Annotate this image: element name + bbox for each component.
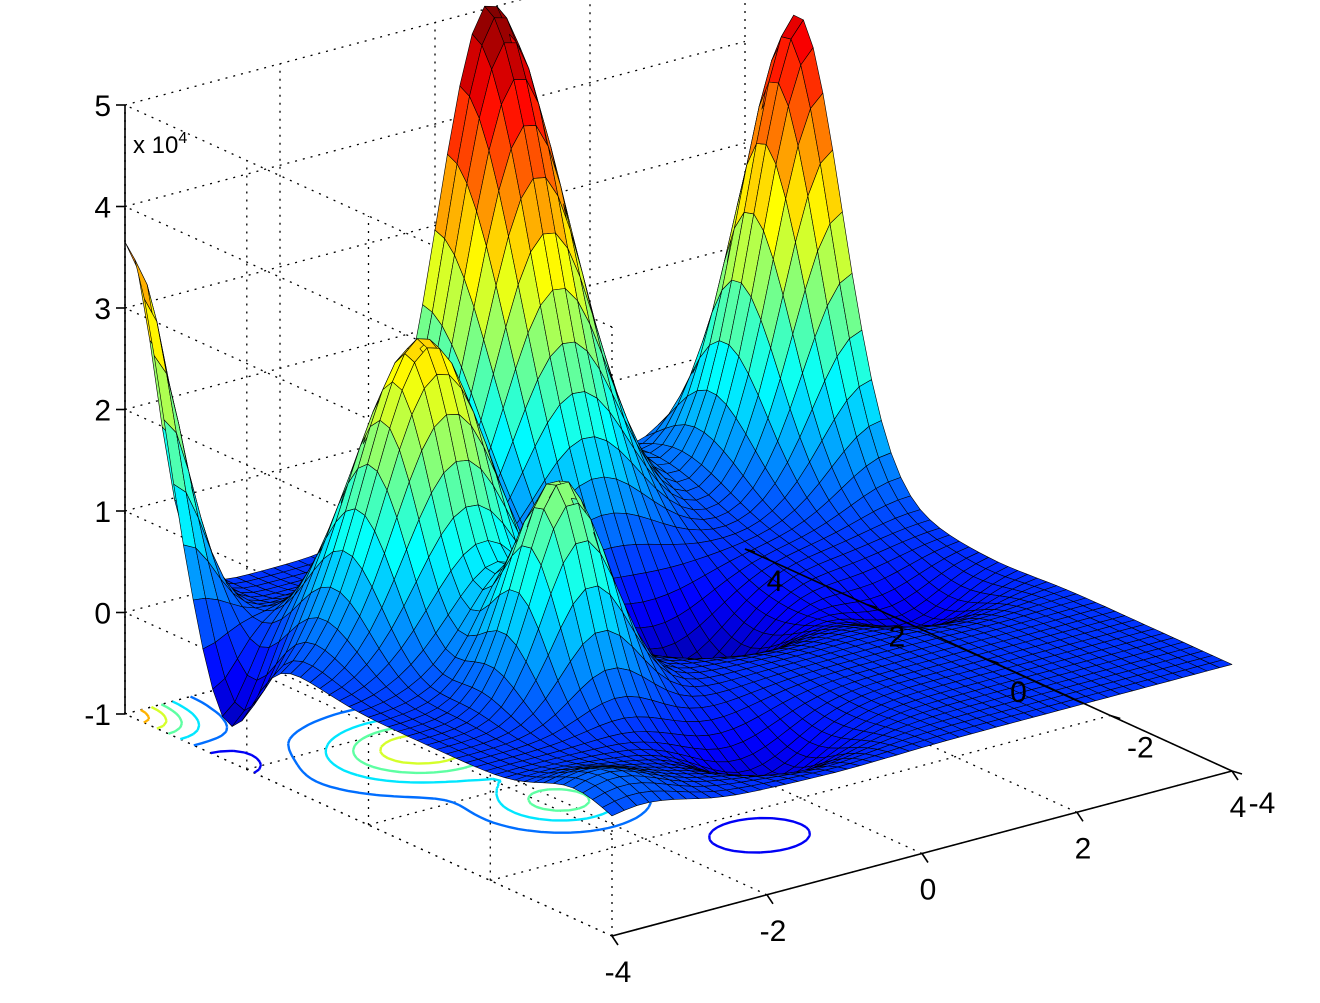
x-tick-label: -2	[760, 915, 787, 948]
z-tick-label: 1	[94, 496, 111, 529]
grid-back-wall-z	[124, 40, 746, 208]
z-tick-label: 2	[94, 395, 111, 428]
axis-layer	[116, 104, 1243, 946]
z-multiplier-label: x 104	[133, 130, 187, 159]
y-tick-label: -2	[1127, 732, 1154, 765]
y-tick-label: 4	[767, 565, 784, 598]
x-tick-mark	[1076, 811, 1084, 822]
surface-patch	[1209, 659, 1233, 669]
x-tick-label: 2	[1075, 832, 1092, 865]
y-tick-label: 0	[1010, 676, 1027, 709]
x-tick-mark	[1231, 770, 1239, 781]
surface-mesh	[124, 5, 1233, 817]
grid-left-wall-z	[124, 611, 613, 836]
grid-floor-y	[490, 714, 1111, 882]
x-tick-label: 0	[920, 874, 937, 907]
x-tick-label: -4	[605, 956, 632, 989]
grid-floor-x	[124, 713, 613, 937]
z-tick-label: 4	[94, 192, 111, 225]
y-tick-mark	[988, 659, 999, 664]
y-tick-mark	[744, 548, 756, 553]
x-tick-label: 4	[1230, 791, 1247, 824]
x-tick-mark	[611, 935, 619, 946]
grid-floor-x	[279, 672, 768, 896]
z-tick-label: 5	[94, 90, 111, 123]
grid-back-wall-z	[124, 142, 746, 309]
x-tick-mark	[766, 894, 774, 905]
y-tick-label: 2	[888, 621, 905, 654]
x-tick-mark	[921, 853, 929, 863]
y-tick-mark	[866, 603, 878, 609]
y-tick-mark	[1231, 770, 1243, 775]
z-tick-label: 0	[94, 598, 111, 631]
y-tick-label: -4	[1249, 787, 1276, 820]
z-tick-label: -1	[84, 699, 111, 732]
y-tick-mark	[1110, 714, 1121, 720]
z-tick-label: 3	[94, 293, 111, 326]
grid-floor-x	[434, 630, 923, 855]
grid-floor-x	[589, 589, 1078, 813]
